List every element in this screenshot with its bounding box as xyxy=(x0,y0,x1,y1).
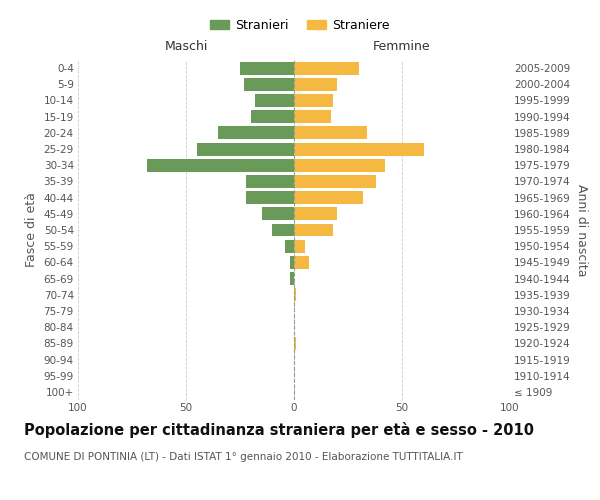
Bar xyxy=(251,110,294,123)
Bar xyxy=(294,110,331,123)
Bar xyxy=(262,208,294,220)
Bar xyxy=(294,159,385,172)
Bar xyxy=(290,272,294,285)
Bar xyxy=(294,256,309,269)
Bar xyxy=(147,159,294,172)
Text: Femmine: Femmine xyxy=(373,40,431,53)
Bar xyxy=(255,94,294,107)
Bar xyxy=(240,62,294,74)
Bar xyxy=(294,208,337,220)
Bar xyxy=(294,142,424,156)
Bar xyxy=(218,126,294,140)
Legend: Stranieri, Straniere: Stranieri, Straniere xyxy=(205,14,395,37)
Y-axis label: Fasce di età: Fasce di età xyxy=(25,192,38,268)
Text: Popolazione per cittadinanza straniera per età e sesso - 2010: Popolazione per cittadinanza straniera p… xyxy=(24,422,534,438)
Bar xyxy=(294,224,333,236)
Bar xyxy=(294,94,333,107)
Y-axis label: Anni di nascita: Anni di nascita xyxy=(575,184,587,276)
Bar xyxy=(294,240,305,252)
Bar xyxy=(286,240,294,252)
Bar xyxy=(197,142,294,156)
Bar xyxy=(294,337,296,350)
Bar xyxy=(244,78,294,91)
Bar xyxy=(290,256,294,269)
Bar xyxy=(247,191,294,204)
Text: COMUNE DI PONTINIA (LT) - Dati ISTAT 1° gennaio 2010 - Elaborazione TUTTITALIA.I: COMUNE DI PONTINIA (LT) - Dati ISTAT 1° … xyxy=(24,452,463,462)
Bar xyxy=(294,62,359,74)
Text: Maschi: Maschi xyxy=(164,40,208,53)
Bar xyxy=(294,78,337,91)
Bar xyxy=(272,224,294,236)
Bar xyxy=(294,126,367,140)
Bar xyxy=(247,175,294,188)
Bar xyxy=(294,191,363,204)
Bar xyxy=(294,288,296,301)
Bar xyxy=(294,175,376,188)
